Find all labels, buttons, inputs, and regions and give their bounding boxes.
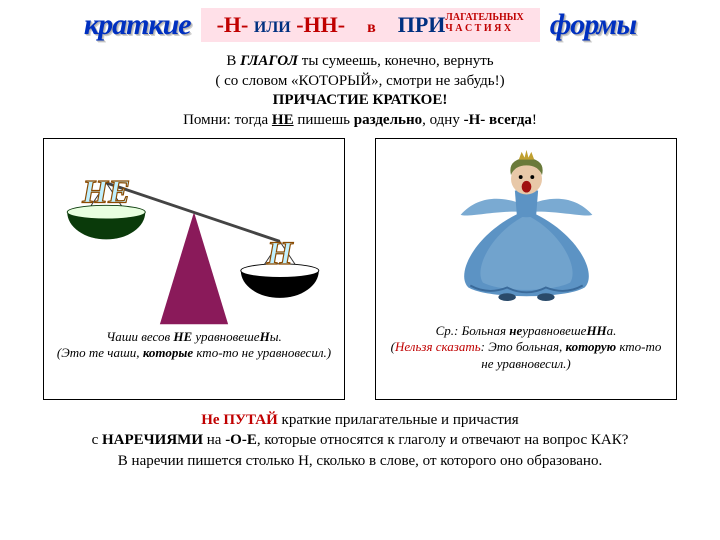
caption-right: Ср.: Больная неуравновешеННа. (Нельзя ск… [376, 323, 676, 372]
panel-figure: Ср.: Больная неуравновешеННа. (Нельзя ск… [375, 138, 677, 400]
cartoon-figure [376, 139, 676, 309]
title-bar: -Н- ИЛИ -НН- в ПРИЛАГАТЕЛЬНЫХЧ А С Т И Я… [201, 8, 540, 42]
panels: НЕ Н Чаши весов НЕ уравновешеНы. (Это те… [0, 138, 720, 400]
svg-text:НЕ: НЕ [81, 173, 130, 210]
title-in: в [367, 19, 376, 36]
header: краткие -Н- ИЛИ -НН- в ПРИЛАГАТЕЛЬНЫХЧ А… [0, 0, 720, 42]
title-pri: ПРИ [398, 12, 446, 37]
title-n1: -Н- [217, 12, 249, 37]
svg-text:Н: Н [266, 235, 294, 272]
poem: В ГЛАГОЛ ты сумеешь, конечно, вернуть ( … [0, 52, 720, 130]
word-right: формы [550, 8, 636, 42]
title-or: ИЛИ [254, 19, 291, 36]
panel-scales: НЕ Н Чаши весов НЕ уравновешеНы. (Это те… [43, 138, 345, 400]
bottom-note: Не ПУТАЙ краткие прилагательные и причас… [0, 410, 720, 471]
title-small: ЛАГАТЕЛЬНЫХЧ А С Т И Я Х [445, 12, 523, 34]
scales-diagram: НЕ Н [44, 139, 344, 329]
word-left: краткие [84, 8, 191, 42]
title-n2: -НН- [296, 12, 345, 37]
